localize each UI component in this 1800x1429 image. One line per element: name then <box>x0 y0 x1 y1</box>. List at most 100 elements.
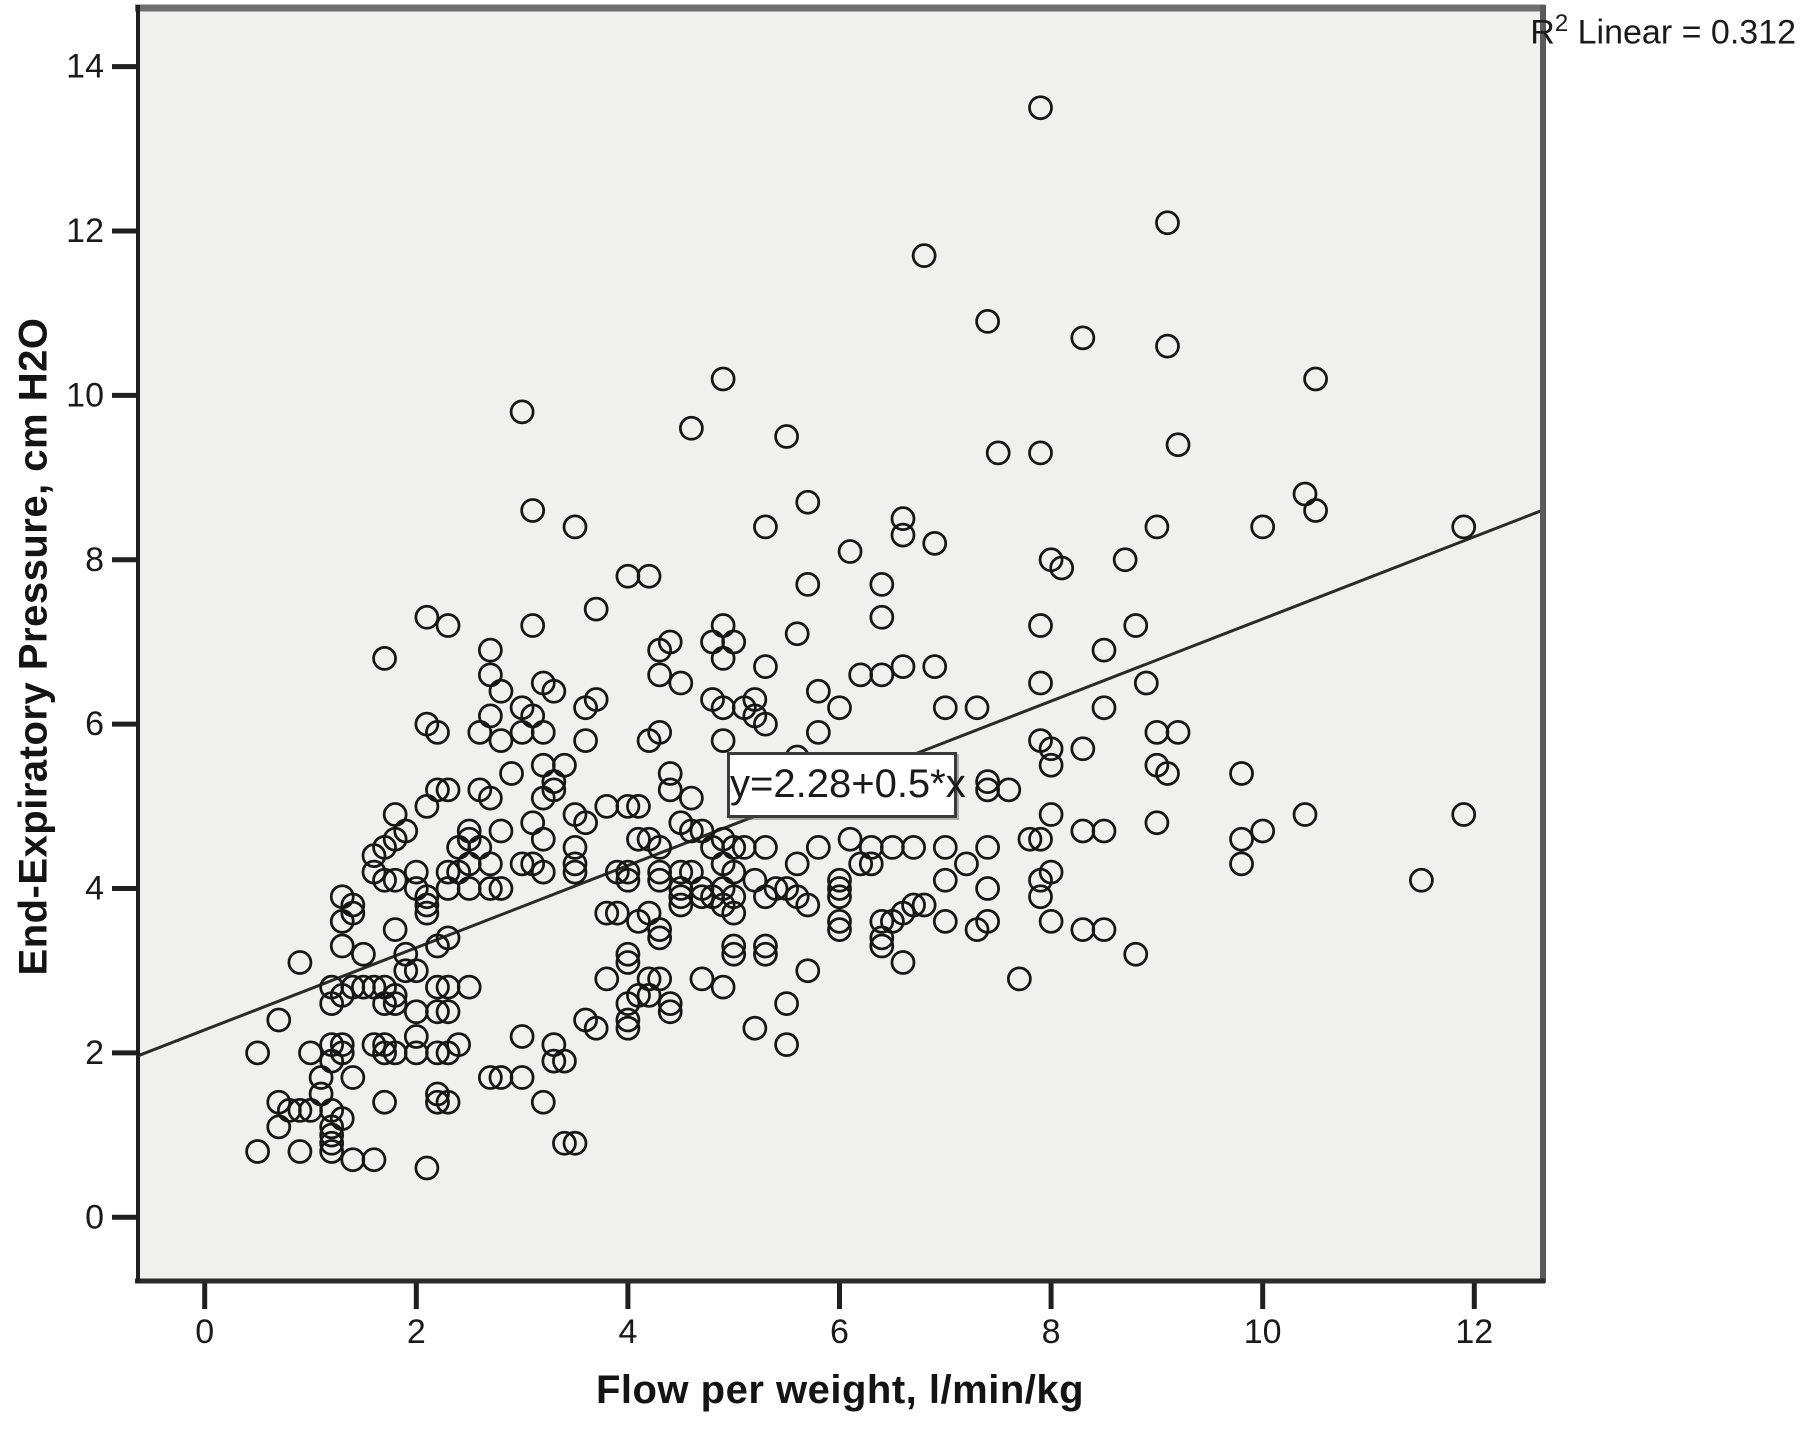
data-point <box>626 793 651 819</box>
data-point <box>911 892 937 918</box>
x-tick-label: 10 <box>1244 1313 1282 1351</box>
data-point <box>784 851 810 877</box>
data-point <box>1229 851 1254 877</box>
data-point <box>869 572 895 597</box>
data-point <box>668 892 694 918</box>
data-point <box>477 876 503 901</box>
data-point <box>530 1089 556 1115</box>
data-point <box>509 1065 535 1090</box>
data-point <box>1028 826 1053 852</box>
data-point <box>753 711 778 737</box>
data-point <box>414 1155 440 1181</box>
data-point <box>1292 802 1318 827</box>
data-point <box>647 867 673 893</box>
data-point <box>1250 818 1276 844</box>
data-point <box>1038 859 1064 885</box>
data-point <box>657 999 683 1025</box>
data-point <box>446 1032 472 1058</box>
data-point <box>403 958 429 984</box>
data-point <box>1070 818 1096 844</box>
data-point <box>848 851 874 877</box>
data-point <box>266 1114 292 1140</box>
data-point <box>1144 810 1170 836</box>
data-point <box>1038 736 1064 762</box>
data-point <box>932 835 958 860</box>
data-point <box>890 522 916 548</box>
data-point <box>679 415 704 441</box>
data-point <box>319 1114 345 1140</box>
data-point <box>975 309 1000 334</box>
x-tick-label: 12 <box>1455 1313 1493 1351</box>
data-point <box>425 719 450 745</box>
data-point <box>488 818 514 844</box>
data-point <box>1028 440 1053 466</box>
data-point <box>266 1007 292 1033</box>
data-point <box>922 530 948 556</box>
data-point <box>668 670 694 696</box>
data-point <box>361 843 387 869</box>
y-axis-title: End-Expiratory Pressure, cm H2O <box>11 317 56 976</box>
data-point <box>287 1098 313 1123</box>
data-point <box>562 514 588 540</box>
data-point <box>1133 670 1159 696</box>
data-point <box>805 719 831 745</box>
data-point <box>763 876 789 901</box>
data-point <box>435 876 461 901</box>
data-point <box>414 900 440 926</box>
data-point <box>975 835 1000 860</box>
data-point <box>1451 514 1477 540</box>
r-squared-exponent: 2 <box>1554 10 1569 37</box>
data-point <box>1303 366 1328 392</box>
data-point <box>753 941 778 967</box>
data-point <box>425 1089 450 1115</box>
data-point <box>1229 826 1254 852</box>
data-point <box>647 637 673 663</box>
data-point <box>382 991 408 1016</box>
x-tick-label: 8 <box>1042 1313 1061 1351</box>
data-point <box>594 966 620 992</box>
data-point <box>805 678 831 704</box>
data-point <box>435 999 461 1025</box>
data-point <box>1250 514 1276 540</box>
data-point <box>901 835 926 860</box>
data-point <box>1049 555 1075 581</box>
data-point <box>710 646 736 671</box>
data-point <box>911 243 937 269</box>
data-point <box>425 974 450 1000</box>
y-tick-label: 12 <box>66 212 104 250</box>
y-tick-label: 6 <box>85 705 104 743</box>
data-point <box>647 835 673 860</box>
data-point <box>552 1130 577 1156</box>
r-squared-value: Linear = 0.312 <box>1568 13 1796 52</box>
x-tick-label: 2 <box>407 1313 426 1351</box>
data-point <box>647 925 673 951</box>
data-point <box>890 950 916 975</box>
data-point <box>319 1048 345 1074</box>
data-point <box>615 859 641 885</box>
data-point <box>795 958 821 984</box>
data-point <box>679 818 704 844</box>
data-point <box>509 851 535 877</box>
data-point <box>636 982 662 1008</box>
x-tick-label: 4 <box>618 1313 637 1351</box>
data-point <box>573 810 598 836</box>
data-point <box>530 719 556 745</box>
data-point <box>520 613 546 638</box>
y-tick-label: 2 <box>85 1034 104 1072</box>
data-point <box>721 933 747 959</box>
data-point <box>1155 333 1180 359</box>
data-point <box>1070 917 1096 942</box>
data-point <box>583 1015 609 1041</box>
data-point <box>562 859 588 885</box>
data-point <box>1144 514 1170 540</box>
data-point <box>1017 826 1043 852</box>
data-point <box>742 687 768 712</box>
data-point <box>721 900 747 926</box>
y-tick-label: 14 <box>66 48 104 86</box>
data-point <box>774 1032 799 1058</box>
data-point <box>414 604 440 630</box>
data-point <box>372 646 397 671</box>
data-point <box>827 867 852 893</box>
data-point <box>901 892 926 918</box>
data-point <box>541 678 567 704</box>
